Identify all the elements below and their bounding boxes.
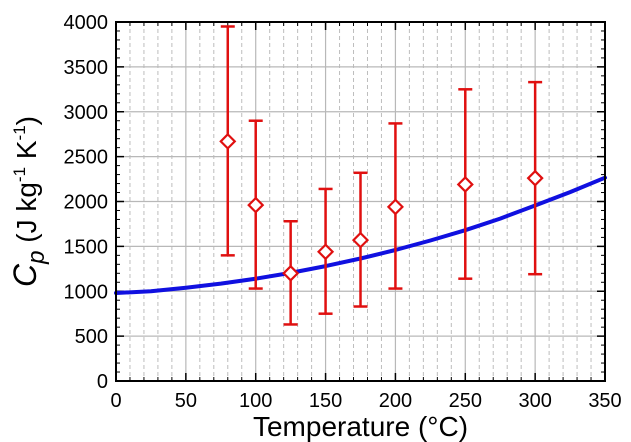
y-axis-label: Cp (J kg-1 K-1) <box>7 116 50 287</box>
x-tick-label: 150 <box>309 390 342 412</box>
data-point-marker <box>526 169 544 187</box>
y-axis-label-symbol: C <box>7 263 43 287</box>
y-tick-label: 3500 <box>64 57 109 79</box>
x-tick-label: 200 <box>379 390 412 412</box>
x-tick-label: 350 <box>588 390 621 412</box>
data-point-group <box>386 122 404 290</box>
plot-frame <box>115 21 606 382</box>
x-tick-label: 0 <box>110 390 121 412</box>
data-point-marker <box>456 175 474 194</box>
y-tick-label: 3000 <box>64 102 109 124</box>
data-point-marker <box>386 198 404 216</box>
x-tick-label: 300 <box>518 390 551 412</box>
data-point-marker <box>317 243 335 261</box>
y-tick-label: 1500 <box>64 236 109 258</box>
y-axis-label-exponent-1: -1 <box>10 167 29 182</box>
data-point-marker <box>282 264 300 282</box>
data-point-group <box>247 119 265 290</box>
y-tick-label: 1000 <box>64 281 109 303</box>
y-axis-label-units-close: ) <box>11 116 42 125</box>
tick-labels: 0 50 100 150 200 250 300 3500500100015002000250… <box>64 12 622 412</box>
x-tick-label: 100 <box>239 390 272 412</box>
data-point-group <box>219 25 237 257</box>
data-point-group <box>456 88 474 280</box>
data-point-group <box>317 187 335 315</box>
y-axis-label-subscript: p <box>23 251 50 265</box>
y-tick-label: 2000 <box>64 192 109 214</box>
y-axis-label-exponent-2: -1 <box>10 125 29 140</box>
y-tick-label: 4000 <box>64 12 109 34</box>
data-point-marker <box>247 196 265 214</box>
data-point-marker <box>351 231 370 249</box>
data-point-group <box>526 80 544 276</box>
y-axis-label-units-mid: K <box>11 140 42 167</box>
data-point-group <box>351 171 370 308</box>
y-tick-label: 500 <box>75 326 108 348</box>
x-axis-label: Temperature (°C) <box>253 411 468 442</box>
data-point-group <box>282 219 300 326</box>
series-layer <box>114 25 607 326</box>
y-axis-label-units-open: (J kg <box>11 182 42 250</box>
y-tick-label: 2500 <box>64 147 109 169</box>
data-point-marker <box>219 132 237 150</box>
x-tick-label: 250 <box>449 390 482 412</box>
x-tick-label: 50 <box>175 390 197 412</box>
y-tick-label: 0 <box>97 371 108 393</box>
